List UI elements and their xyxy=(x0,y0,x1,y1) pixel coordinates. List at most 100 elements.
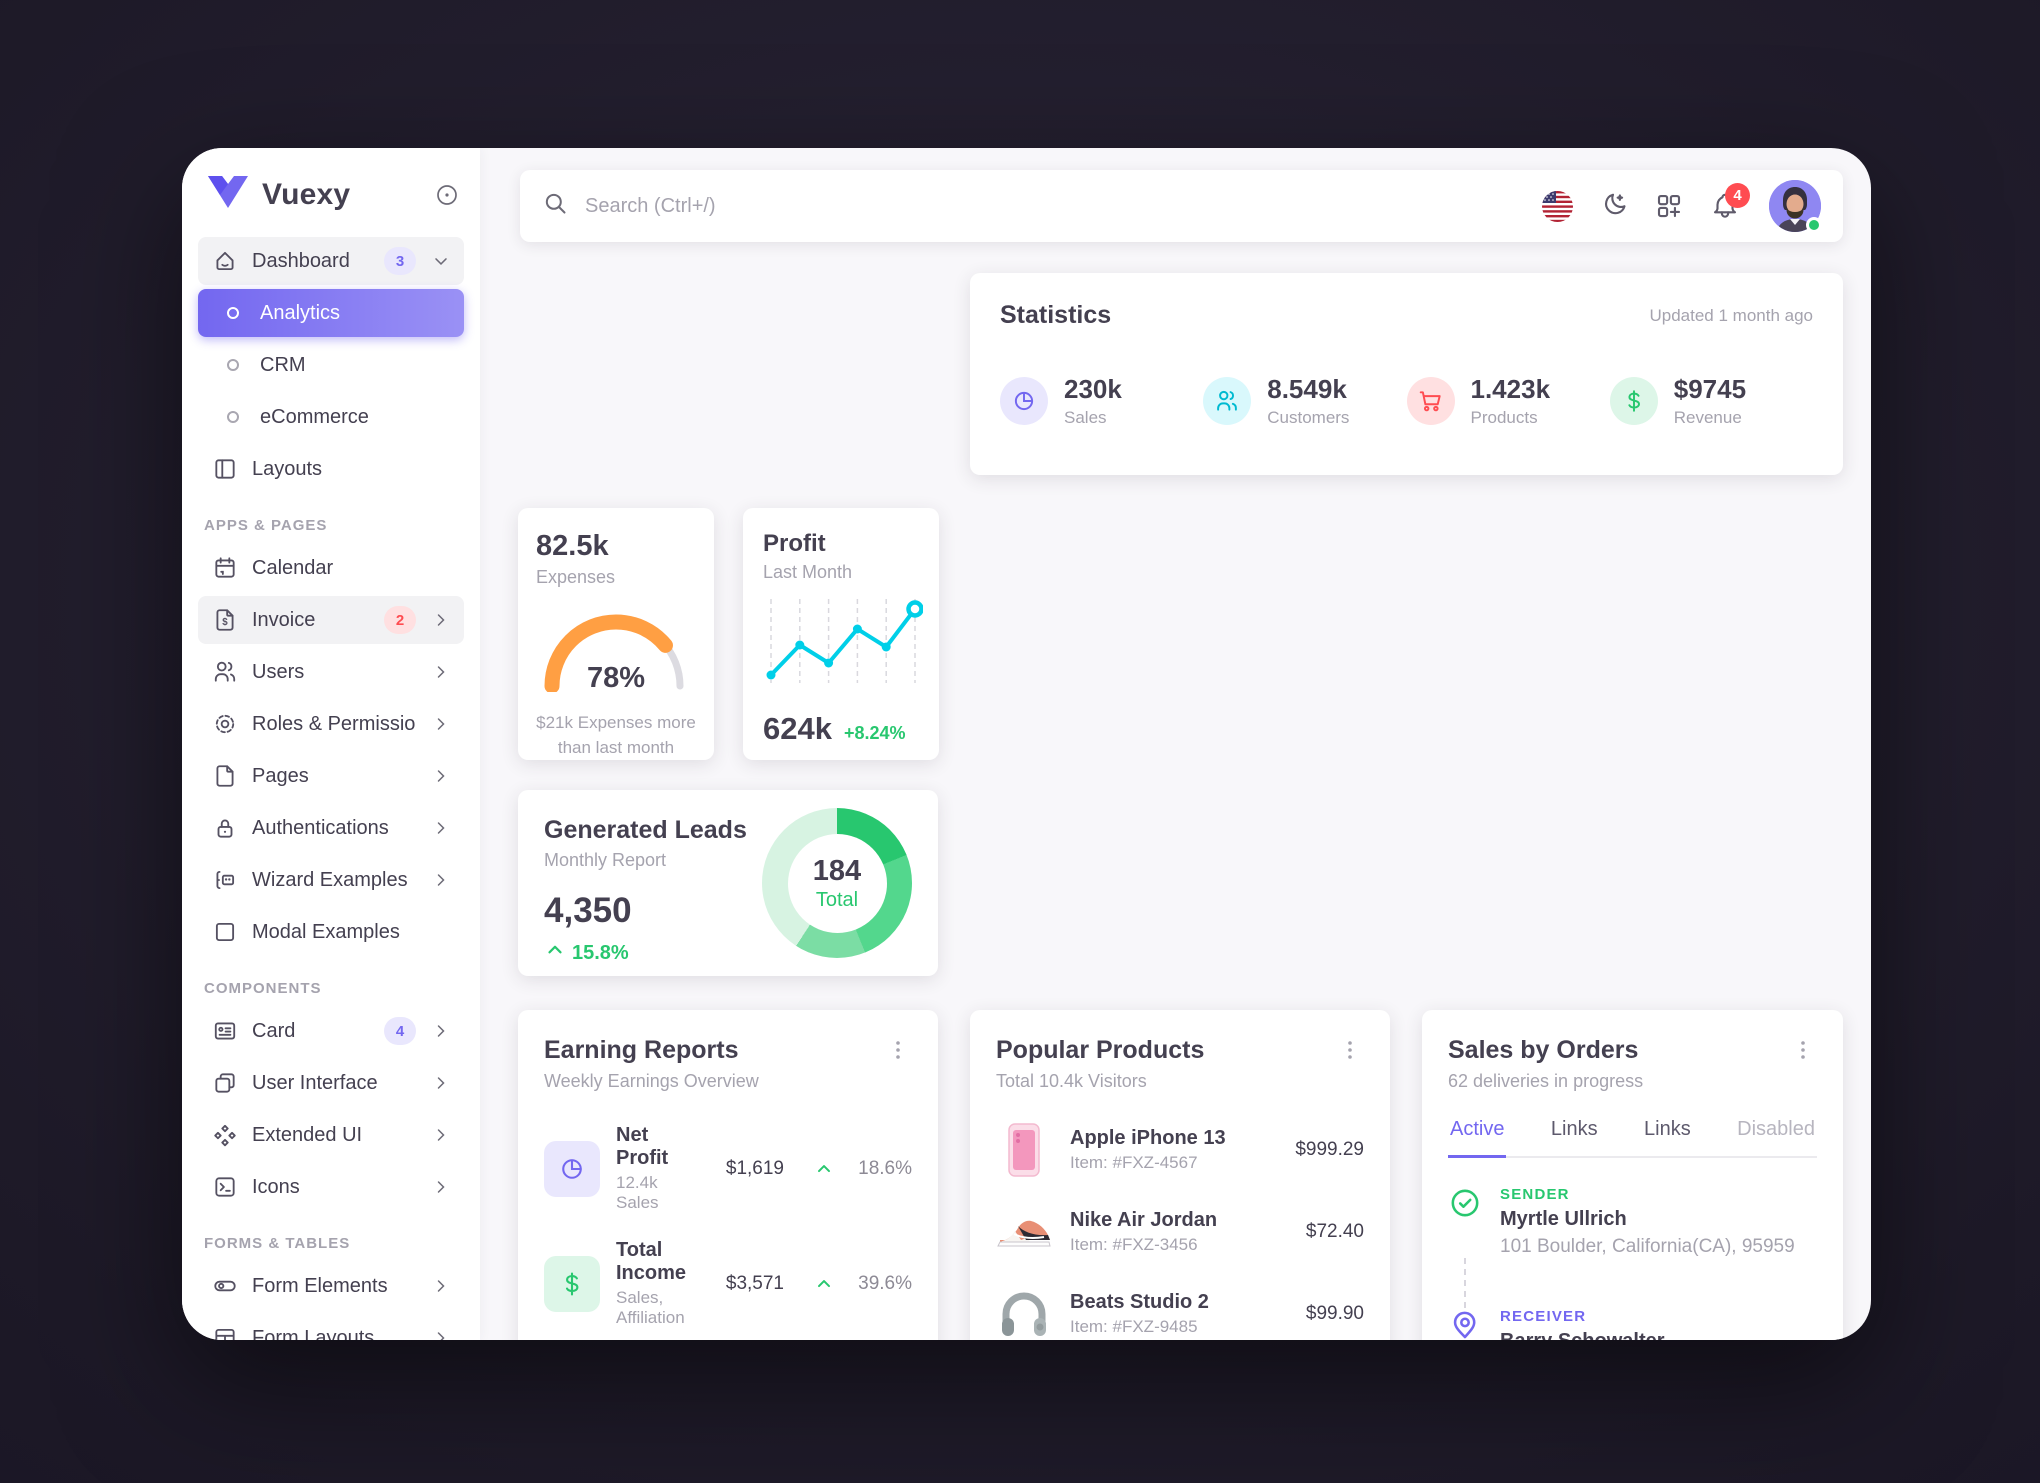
sidebar-item-label: Authentications xyxy=(252,816,389,839)
sidebar-item-users[interactable]: Users xyxy=(198,648,464,696)
products-title: Popular Products xyxy=(996,1036,1205,1064)
leads-title: Generated Leads xyxy=(544,816,747,844)
sidebar-item-calendar[interactable]: Calendar xyxy=(198,544,464,592)
earning-title: Earning Reports xyxy=(544,1036,739,1064)
sidebar-item-roles-permissions[interactable]: Roles & Permissions xyxy=(198,700,464,748)
timeline-name: Barry Schowalter xyxy=(1500,1330,1792,1340)
profit-title: Profit xyxy=(763,530,826,557)
sidebar-item-analytics[interactable]: Analytics xyxy=(198,289,464,337)
search-bar[interactable] xyxy=(542,190,1541,222)
product-price: $999.29 xyxy=(1295,1139,1364,1160)
kebab-menu-icon[interactable] xyxy=(1336,1036,1364,1064)
circle-bullet-icon xyxy=(227,411,239,423)
sidebar-item-label: Users xyxy=(252,660,305,683)
form-layout-icon xyxy=(212,1325,238,1340)
sidebar-item-dashboard[interactable]: Dashboard 3 xyxy=(198,237,464,285)
language-flag-icon[interactable] xyxy=(1541,190,1573,222)
chevron-right-icon xyxy=(430,817,452,839)
sidebar-item-label: Card xyxy=(252,1019,296,1042)
timeline-connector xyxy=(1464,1258,1817,1308)
svg-text:$: $ xyxy=(222,617,228,628)
earning-reports-card: Earning Reports Weekly Earnings Overview… xyxy=(518,1010,938,1340)
chevron-right-icon xyxy=(430,661,452,683)
chevron-right-icon xyxy=(430,765,452,787)
map-pin-icon xyxy=(1448,1308,1482,1340)
timeline-sender: SENDER Myrtle Ullrich 101 Boulder, Calif… xyxy=(1448,1186,1817,1258)
brand[interactable]: Vuexy xyxy=(182,148,480,235)
sidebar-item-label: Layouts xyxy=(252,457,323,480)
tab-links-2[interactable]: Links xyxy=(1644,1118,1691,1140)
wizard-icon xyxy=(212,867,238,893)
expenses-card: 82.5k Expenses 78% $21k Expenses more th… xyxy=(518,508,714,760)
leads-subtitle: Monthly Report xyxy=(544,850,667,870)
leads-delta: 15.8% xyxy=(572,941,629,964)
modal-icon xyxy=(212,919,238,945)
sidebar-item-user-interface[interactable]: User Interface xyxy=(198,1059,464,1107)
earning-row-percent: 18.6% xyxy=(858,1157,912,1179)
expenses-caption: $21k Expenses more than last month xyxy=(536,713,696,757)
sidebar-item-form-layouts[interactable]: Form Layouts xyxy=(198,1314,464,1340)
section-apps-pages: APPS & PAGES xyxy=(204,517,328,534)
tab-links-1[interactable]: Links xyxy=(1550,1118,1598,1140)
gear-icon xyxy=(212,711,238,737)
chevron-right-icon xyxy=(430,1176,452,1198)
statistics-updated: Updated 1 month ago xyxy=(1649,305,1813,325)
count-badge: 2 xyxy=(384,606,416,634)
sidebar-item-layouts[interactable]: Layouts xyxy=(198,445,464,493)
sidebar-item-pages[interactable]: Pages xyxy=(198,752,464,800)
stat-revenue: $9745 Revenue xyxy=(1609,374,1813,428)
dark-mode-moon-icon[interactable] xyxy=(1597,190,1629,222)
notifications-bell-icon[interactable]: 4 xyxy=(1709,183,1750,222)
sidebar-item-label: Form Layouts xyxy=(252,1326,375,1341)
product-item-code: Item: #FXZ-4567 xyxy=(1070,1153,1198,1172)
sales-by-orders-card: Sales by Orders 62 deliveries in progres… xyxy=(1422,1010,1843,1340)
circle-bullet-icon xyxy=(227,359,239,371)
kebab-menu-icon[interactable] xyxy=(884,1036,912,1064)
leads-total: 184 xyxy=(812,854,862,887)
shortcuts-grid-icon[interactable] xyxy=(1653,190,1685,222)
sidebar-item-card[interactable]: Card 4 xyxy=(198,1007,464,1055)
earning-row-name: Net Profit xyxy=(616,1124,669,1169)
product-item-code: Item: #FXZ-9485 xyxy=(1070,1317,1198,1336)
home-icon xyxy=(212,248,238,274)
earning-row-sub: 12.4k Sales xyxy=(616,1173,659,1212)
vuexy-logo-icon xyxy=(206,174,250,215)
stat-customers: 8.549k Customers xyxy=(1203,374,1406,428)
search-input[interactable] xyxy=(583,193,1541,219)
count-badge: 3 xyxy=(384,247,416,275)
iphone-image xyxy=(996,1122,1052,1178)
tab-active[interactable]: Active xyxy=(1448,1118,1507,1158)
sidebar-item-ecommerce[interactable]: eCommerce xyxy=(198,393,464,441)
kebab-menu-icon[interactable] xyxy=(1789,1036,1817,1064)
sidebar-item-crm[interactable]: CRM xyxy=(198,341,464,389)
sidebar-item-authentications[interactable]: Authentications xyxy=(198,804,464,852)
section-components: COMPONENTS xyxy=(204,980,322,997)
sidebar-item-modal-examples[interactable]: Modal Examples xyxy=(198,908,464,956)
stat-value: 8.549k xyxy=(1267,374,1347,404)
users-icon xyxy=(212,659,238,685)
tab-disabled[interactable]: Disabled xyxy=(1737,1118,1815,1140)
sidebar-item-label: Dashboard xyxy=(252,249,350,272)
statistics-row: 230k Sales 8.549k Customers 1.423k xyxy=(1000,374,1813,428)
product-name: Nike Air Jordan xyxy=(1070,1209,1218,1231)
product-name: Beats Studio 2 xyxy=(1070,1291,1209,1313)
section-forms-tables: FORMS & TABLES xyxy=(204,1235,351,1252)
sidebar-item-extended-ui[interactable]: Extended UI xyxy=(198,1111,464,1159)
stat-label: Sales xyxy=(1064,408,1107,427)
sidebar-item-form-elements[interactable]: Form Elements xyxy=(198,1262,464,1310)
sidebar-item-icons[interactable]: Icons xyxy=(198,1163,464,1211)
check-circle-icon xyxy=(1448,1186,1482,1258)
circle-bullet-icon xyxy=(227,307,239,319)
sidebar-item-wizard-examples[interactable]: Wizard Examples xyxy=(198,856,464,904)
card-icon xyxy=(212,1018,238,1044)
sidebar-pin-toggle-icon[interactable] xyxy=(434,182,460,208)
expenses-percent: 78% xyxy=(586,662,646,694)
timeline-role: RECEIVER xyxy=(1500,1308,1587,1325)
chevron-right-icon xyxy=(430,1020,452,1042)
pie-chart-icon xyxy=(544,1140,600,1197)
sidebar-item-invoice[interactable]: $ Invoice 2 xyxy=(198,596,464,644)
sidebar-item-label: Roles & Permissions xyxy=(252,712,416,735)
product-price: $72.40 xyxy=(1305,1221,1364,1242)
avatar[interactable] xyxy=(1769,180,1822,233)
calendar-icon xyxy=(212,555,238,581)
